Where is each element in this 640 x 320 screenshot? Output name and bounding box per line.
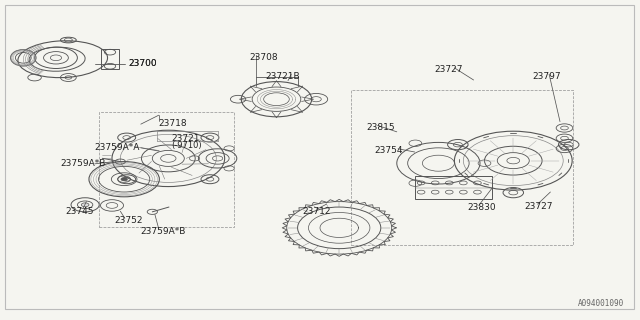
- Text: 23700: 23700: [128, 60, 157, 68]
- Text: 23759A*A: 23759A*A: [95, 143, 140, 152]
- Text: (-9710): (-9710): [172, 141, 202, 150]
- Text: 23759A*B: 23759A*B: [61, 159, 106, 168]
- Circle shape: [81, 203, 89, 207]
- Text: 23745: 23745: [65, 207, 94, 216]
- Text: 23721: 23721: [172, 134, 200, 143]
- Text: 23797: 23797: [532, 72, 561, 81]
- Text: 23752: 23752: [114, 216, 143, 225]
- Text: A094001090: A094001090: [578, 299, 624, 308]
- Bar: [415, 176, 492, 199]
- Text: 23754: 23754: [374, 146, 403, 155]
- Text: 23718: 23718: [159, 119, 188, 128]
- Bar: [351, 90, 573, 245]
- Text: 23759A*B: 23759A*B: [141, 227, 186, 236]
- Text: 23727: 23727: [525, 202, 554, 211]
- Text: 23721B: 23721B: [266, 72, 300, 81]
- Bar: [99, 112, 234, 227]
- Text: 23700: 23700: [128, 60, 157, 68]
- Text: 23708: 23708: [250, 53, 278, 62]
- Text: 23712: 23712: [302, 207, 331, 216]
- Bar: [101, 49, 119, 69]
- Text: 23830: 23830: [467, 203, 496, 212]
- Text: 23727: 23727: [434, 65, 463, 74]
- Text: 23815: 23815: [366, 124, 395, 132]
- Circle shape: [121, 178, 127, 181]
